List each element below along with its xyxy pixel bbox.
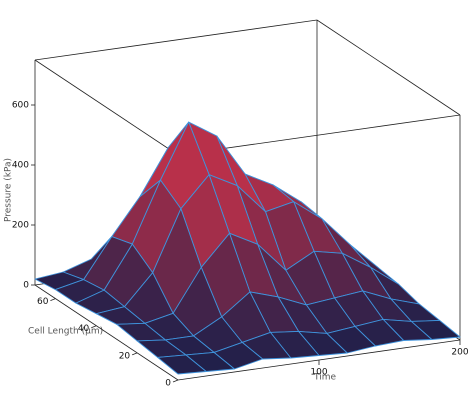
box-edge <box>34 19 318 61</box>
surface-patch <box>157 354 207 375</box>
y-tick <box>131 352 138 356</box>
y-tick-label: 40 <box>78 324 90 334</box>
box-edge <box>34 59 179 156</box>
z-axis-title: Pressure (kPa) <box>4 158 14 222</box>
y-tick-label: 60 <box>37 297 49 307</box>
z-tick-label: 0 <box>23 281 29 291</box>
y-tick-label: 20 <box>119 351 131 361</box>
y-tick <box>50 298 56 301</box>
x-tick-label: 200 <box>451 348 468 358</box>
y-tick-label: 0 <box>165 379 171 389</box>
box-edge <box>316 19 461 116</box>
y-tick <box>91 325 97 329</box>
z-tick-label: 400 <box>12 161 29 171</box>
z-tick-label: 200 <box>12 221 29 231</box>
z-tick-label: 600 <box>12 101 29 111</box>
y-tick <box>172 379 179 383</box>
box-edge <box>34 284 179 381</box>
y-axis-title: Cell Length (µm) <box>28 327 103 337</box>
x-axis-title: Time <box>313 373 336 383</box>
x-tick-label: 100 <box>310 368 327 378</box>
